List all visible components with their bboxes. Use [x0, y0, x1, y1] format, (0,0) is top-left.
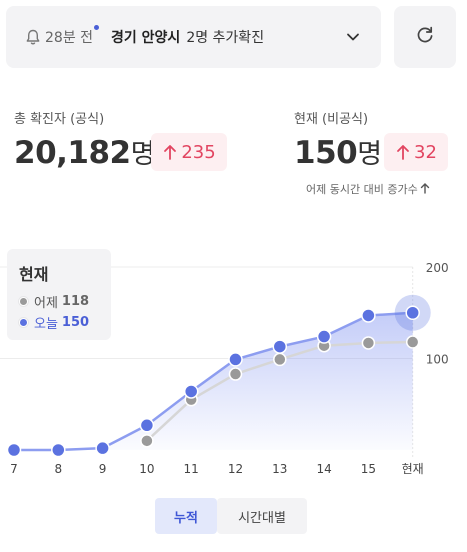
today-point: [51, 442, 66, 458]
today-point: [6, 442, 22, 458]
notice-count: 2명 추가확진: [186, 30, 265, 46]
unofficial-label: 현재 (비공식): [294, 112, 369, 127]
x-tick-label: 8: [54, 462, 62, 476]
unofficial-delta-badge: 32: [384, 133, 448, 171]
tab-cumulative[interactable]: 누적: [155, 498, 217, 534]
legend-row-today: 오늘 150: [19, 312, 111, 333]
x-tick-label: 14: [316, 462, 331, 476]
notice-bar[interactable]: 28분 전 경기 안양시 2명 추가확진: [6, 6, 381, 68]
notice-region: 경기 안양시: [111, 30, 181, 46]
x-tick-label: 7: [10, 462, 18, 476]
official-delta-badge: 235: [151, 133, 227, 171]
up-arrow-icon: [395, 143, 411, 161]
unofficial-value: 150명: [294, 138, 382, 169]
bell-icon: [24, 28, 42, 46]
legend-dot-today: [19, 318, 28, 327]
unofficial-delta: 32: [414, 141, 437, 163]
today-point: [139, 418, 155, 433]
unofficial-number: 150: [294, 135, 358, 171]
yesterday-point: [405, 335, 420, 349]
yesterday-point: [361, 336, 376, 350]
yesterday-point: [228, 367, 243, 381]
refresh-icon: [415, 25, 435, 49]
today-area: [14, 312, 413, 450]
legend-value-today: 150: [61, 315, 90, 330]
unofficial-unit: 명: [357, 139, 382, 170]
today-point: [316, 329, 332, 344]
x-tick-label: 9: [99, 462, 107, 476]
today-line: [14, 311, 413, 452]
legend-row-yesterday: 어제 118: [19, 291, 111, 312]
yesterday-point: [140, 434, 154, 448]
official-value: 20,182명: [14, 138, 155, 169]
legend-value-yesterday: 118: [61, 294, 90, 309]
today-point: [228, 352, 243, 367]
tab-hourly[interactable]: 시간대별: [217, 498, 307, 534]
official-number: 20,182: [14, 135, 131, 171]
footnote: 어제 동시간 대비 증가수: [306, 181, 430, 197]
x-tick-label: 10: [139, 462, 154, 476]
x-tick-label: 15: [361, 462, 376, 476]
legend-label-yesterday: 어제: [34, 296, 58, 311]
view-tabs: 누적 시간대별: [155, 498, 307, 534]
x-tick-label: 13: [272, 462, 287, 476]
legend-label-today: 오늘: [34, 317, 58, 332]
chart-legend: 현재 어제 118 오늘 150: [7, 249, 111, 340]
small-up-arrow-icon: [420, 182, 430, 197]
x-tick-label: 현재: [402, 462, 424, 476]
notice-time-text: 28분 전: [45, 30, 94, 46]
x-tick-label: 11: [184, 462, 199, 476]
footnote-text: 어제 동시간 대비 증가수: [306, 183, 418, 196]
yesterday-point: [273, 352, 287, 367]
legend-dot-yesterday: [19, 297, 28, 306]
today-point: [405, 305, 420, 320]
up-arrow-icon: [162, 143, 178, 161]
today-point: [183, 384, 199, 399]
chevron-down-icon[interactable]: [341, 25, 365, 49]
y-tick-label: 200: [426, 261, 449, 275]
x-tick-label: 12: [228, 462, 243, 476]
refresh-button[interactable]: [394, 6, 456, 68]
notice-time: 28분 전: [45, 25, 100, 47]
y-tick-label: 100: [426, 353, 449, 367]
today-point: [95, 440, 110, 456]
cumulative-chart: 100 200 7 8 9 10 11 12 13 14 15 현재: [0, 261, 449, 476]
today-point: [361, 308, 376, 323]
legend-title: 현재: [19, 265, 49, 284]
today-point: [272, 339, 288, 354]
official-label: 총 확진자 (공식): [14, 112, 105, 127]
official-delta: 235: [181, 141, 216, 163]
new-dot: [94, 25, 100, 30]
